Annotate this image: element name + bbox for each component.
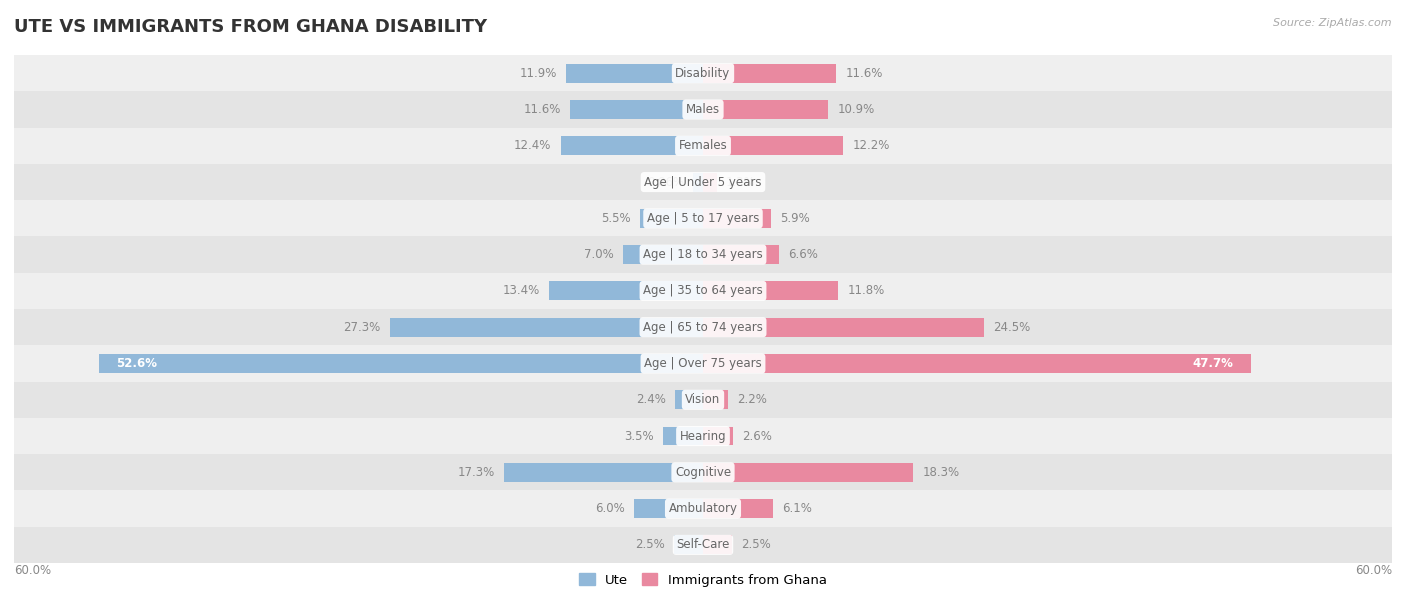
Bar [703,245,779,264]
Text: 2.6%: 2.6% [742,430,772,442]
Text: Age | 18 to 34 years: Age | 18 to 34 years [643,248,763,261]
Bar [703,463,912,482]
Bar [703,136,844,155]
Text: 10.9%: 10.9% [838,103,875,116]
Bar [14,236,1392,273]
Text: Age | 65 to 74 years: Age | 65 to 74 years [643,321,763,334]
Bar [703,318,984,337]
Bar [693,173,703,192]
Text: Age | 5 to 17 years: Age | 5 to 17 years [647,212,759,225]
Bar [623,245,703,264]
Bar [703,390,728,409]
Bar [98,354,703,373]
Bar [662,427,703,446]
Text: 7.0%: 7.0% [583,248,613,261]
Bar [640,209,703,228]
Bar [14,273,1392,309]
Text: 0.86%: 0.86% [647,176,683,188]
Text: Hearing: Hearing [679,430,727,442]
Text: 2.2%: 2.2% [738,394,768,406]
Text: 12.4%: 12.4% [515,140,551,152]
Text: 6.0%: 6.0% [595,502,624,515]
Text: 18.3%: 18.3% [922,466,959,479]
Bar [14,490,1392,527]
Text: 17.3%: 17.3% [458,466,495,479]
Bar [703,173,717,192]
Bar [14,418,1392,454]
Text: 60.0%: 60.0% [1355,564,1392,577]
Text: Disability: Disability [675,67,731,80]
Text: 11.8%: 11.8% [848,285,884,297]
Text: 6.6%: 6.6% [787,248,818,261]
Text: 2.4%: 2.4% [637,394,666,406]
Text: 24.5%: 24.5% [994,321,1031,334]
Bar [14,200,1392,236]
Bar [561,136,703,155]
Bar [550,282,703,300]
Bar [569,100,703,119]
Bar [703,499,773,518]
Bar [675,536,703,554]
Bar [14,55,1392,91]
Text: Age | 35 to 64 years: Age | 35 to 64 years [643,285,763,297]
Text: Ambulatory: Ambulatory [668,502,738,515]
Bar [703,209,770,228]
Bar [703,100,828,119]
Bar [14,128,1392,164]
Bar [14,382,1392,418]
Text: 47.7%: 47.7% [1192,357,1233,370]
Bar [14,91,1392,128]
Text: 12.2%: 12.2% [852,140,890,152]
Text: 60.0%: 60.0% [14,564,51,577]
Bar [389,318,703,337]
Text: Self-Care: Self-Care [676,539,730,551]
Bar [703,282,838,300]
Text: UTE VS IMMIGRANTS FROM GHANA DISABILITY: UTE VS IMMIGRANTS FROM GHANA DISABILITY [14,18,488,36]
Bar [505,463,703,482]
Text: 27.3%: 27.3% [343,321,381,334]
Text: 6.1%: 6.1% [782,502,813,515]
Text: Vision: Vision [685,394,721,406]
Text: 3.5%: 3.5% [624,430,654,442]
Text: 2.5%: 2.5% [636,539,665,551]
Text: Age | Over 75 years: Age | Over 75 years [644,357,762,370]
Text: 11.6%: 11.6% [523,103,561,116]
Text: 2.5%: 2.5% [741,539,770,551]
Bar [14,454,1392,490]
Text: Age | Under 5 years: Age | Under 5 years [644,176,762,188]
Bar [567,64,703,83]
Bar [14,164,1392,200]
Bar [634,499,703,518]
Bar [14,345,1392,382]
Text: Males: Males [686,103,720,116]
Bar [703,427,733,446]
Bar [675,390,703,409]
Text: Source: ZipAtlas.com: Source: ZipAtlas.com [1274,18,1392,28]
Text: Cognitive: Cognitive [675,466,731,479]
Text: 11.6%: 11.6% [845,67,883,80]
Text: 11.9%: 11.9% [520,67,557,80]
Text: 5.9%: 5.9% [780,212,810,225]
Bar [703,536,731,554]
Text: Females: Females [679,140,727,152]
Text: 1.2%: 1.2% [725,176,756,188]
Bar [703,354,1251,373]
Text: 13.4%: 13.4% [503,285,540,297]
Text: 5.5%: 5.5% [600,212,631,225]
Bar [14,309,1392,345]
Text: 52.6%: 52.6% [117,357,157,370]
Legend: Ute, Immigrants from Ghana: Ute, Immigrants from Ghana [574,568,832,592]
Bar [14,527,1392,563]
Bar [703,64,837,83]
